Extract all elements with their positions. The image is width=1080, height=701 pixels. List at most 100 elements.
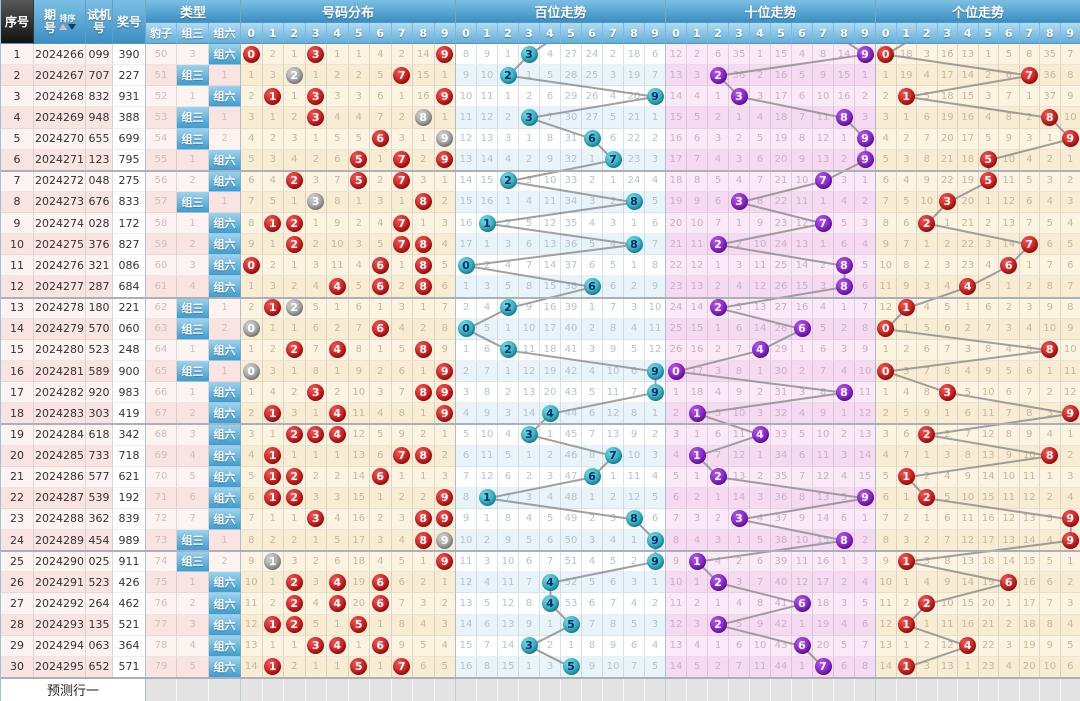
sg-cell: 3 bbox=[896, 149, 917, 171]
ss-cell: 36 bbox=[729, 65, 750, 87]
col-header-zusan: 组三 bbox=[177, 23, 209, 44]
sd-cell: 8 bbox=[391, 403, 413, 425]
sb-cell: 19 bbox=[624, 65, 645, 87]
table-row-3: 3 2024268 832 931 52 1 组六 2 1 1 3 3 3 6 1 16 9 10 11 1 2 6 29 2… bbox=[1, 86, 1080, 108]
prediction-empty-cell bbox=[434, 678, 456, 701]
ss-cell: 7 bbox=[708, 213, 729, 235]
sg-cell: 8 bbox=[937, 361, 958, 383]
sb-cell: 8 bbox=[519, 276, 540, 298]
ss-cell: 28 bbox=[771, 318, 792, 340]
baozi-label: 豹子 bbox=[150, 27, 172, 40]
sb-cell: 0 bbox=[456, 255, 477, 277]
period-cell: 2024274 bbox=[34, 213, 86, 235]
ball-R-1: 1 bbox=[264, 468, 282, 486]
sb-cell: 5 bbox=[498, 276, 519, 298]
sb-cell: 51 bbox=[561, 551, 582, 573]
sd-cell: 3 bbox=[413, 593, 435, 615]
period-cell: 2024290 bbox=[34, 551, 86, 573]
ss-cell: 1 bbox=[687, 445, 708, 467]
table-row-14: 14 2024279 570 060 63 组三 2 0 1 1 6 2 7 6 4 2 8 0 5 1 10 17 40 2… bbox=[1, 318, 1080, 340]
ss-cell: 2 bbox=[750, 466, 771, 488]
sb-cell: 2 bbox=[624, 551, 645, 573]
col-header-period: 期号 排序 bbox=[34, 0, 86, 44]
sb-cell: 8 bbox=[456, 487, 477, 509]
sb-cell: 8 bbox=[519, 593, 540, 615]
ball-R-7: 7 bbox=[393, 447, 411, 465]
ss-cell: 4 bbox=[855, 572, 876, 594]
sd-cell: 8 bbox=[413, 530, 435, 552]
sort-asc-icon[interactable] bbox=[59, 23, 67, 30]
index-cell: 23 bbox=[1, 508, 34, 531]
ball-R-8: 8 bbox=[414, 383, 432, 401]
ball-U-5: 5 bbox=[979, 172, 997, 190]
sg-cell: 6 bbox=[1019, 191, 1040, 214]
zuliu-cell: 组六 bbox=[209, 339, 241, 361]
ss-cell: 22 bbox=[666, 255, 687, 277]
zuliu-cell: 组六 bbox=[209, 213, 241, 235]
sb-cell: 4 bbox=[540, 593, 561, 615]
sb-cell: 6 bbox=[603, 128, 624, 150]
ball-R-7: 7 bbox=[393, 235, 411, 253]
baozi-miss-cell: 63 bbox=[146, 318, 177, 340]
sd-cell: 9 bbox=[434, 339, 456, 361]
ball-C-9: 9 bbox=[646, 531, 664, 549]
ss-cell: 7 bbox=[750, 170, 771, 192]
ball-C-9: 9 bbox=[646, 362, 664, 380]
ss-cell: 20 bbox=[666, 213, 687, 235]
sd-cell: 3 bbox=[348, 86, 370, 108]
prediction-empty-cell bbox=[146, 678, 177, 701]
ss-cell: 12 bbox=[666, 614, 687, 636]
sg-cell: 7 bbox=[1019, 65, 1040, 87]
sd-cell: 1 bbox=[284, 635, 306, 657]
test-number-cell: 523 bbox=[86, 339, 113, 361]
zusan-cell: 1 bbox=[177, 339, 209, 361]
ss-cell: 6 bbox=[855, 276, 876, 298]
sort-desc-icon[interactable] bbox=[68, 23, 76, 30]
sb-cell: 10 bbox=[519, 318, 540, 340]
sb-cell: 17 bbox=[540, 318, 561, 340]
baozi-miss-cell: 77 bbox=[146, 614, 177, 636]
table-row-23: 23 2024288 362 839 72 7 组六 7 1 1 3 4 16 2 3 8 9 9 1 8 4 5 49 2 3… bbox=[1, 508, 1080, 531]
zuliu-label: 组六 bbox=[213, 27, 236, 40]
sort-icon[interactable]: 排序 bbox=[59, 14, 76, 30]
sd-cell: 14 bbox=[413, 44, 435, 66]
baozi-miss-cell: 64 bbox=[146, 339, 177, 361]
sg-cell: 0 bbox=[876, 318, 897, 340]
zuliu-cell: 组六 bbox=[209, 572, 241, 594]
sb-cell: 3 bbox=[582, 530, 603, 552]
period-cell: 2024270 bbox=[34, 128, 86, 150]
sd-cell: 3 bbox=[262, 149, 284, 171]
period-cell: 2024289 bbox=[34, 530, 86, 552]
sd-cell: 6 bbox=[241, 487, 263, 509]
sb-cell: 36 bbox=[561, 234, 582, 256]
sg-cell: 2 bbox=[1040, 382, 1061, 404]
sg-cell: 35 bbox=[1040, 44, 1061, 66]
sg-cell: 8 bbox=[876, 213, 897, 235]
sg-cell: 9 bbox=[1060, 530, 1080, 552]
test-number-cell: 321 bbox=[86, 255, 113, 277]
digit-header-2-1: 1 bbox=[687, 23, 708, 44]
col-header-prize-number: 奖号 bbox=[113, 0, 146, 44]
prediction-row-label[interactable]: 预测行一 bbox=[1, 678, 146, 701]
sd-cell: 4 bbox=[391, 318, 413, 340]
sb-cell: 18 bbox=[624, 44, 645, 66]
period-cell: 2024273 bbox=[34, 191, 86, 214]
block-separator bbox=[1, 550, 1080, 553]
ss-cell: 2 bbox=[855, 530, 876, 552]
sd-cell: 5 bbox=[370, 65, 392, 87]
sb-cell: 4 bbox=[645, 466, 666, 488]
ss-cell: 18 bbox=[687, 382, 708, 404]
sb-cell: 1 bbox=[498, 361, 519, 383]
sg-cell: 21 bbox=[978, 614, 999, 636]
sd-cell: 9 bbox=[434, 128, 456, 150]
prize-number-cell: 248 bbox=[113, 339, 146, 361]
sb-cell: 2 bbox=[498, 65, 519, 87]
ball-U-8: 8 bbox=[1041, 108, 1059, 126]
ball-U-0: 0 bbox=[877, 45, 895, 63]
sb-cell: 4 bbox=[540, 487, 561, 509]
sd-cell: 4 bbox=[284, 149, 306, 171]
sg-cell: 17 bbox=[958, 128, 979, 150]
sg-cell: 8 bbox=[917, 149, 938, 171]
sb-cell: 3 bbox=[540, 656, 561, 678]
sd-cell: 2 bbox=[284, 593, 306, 615]
